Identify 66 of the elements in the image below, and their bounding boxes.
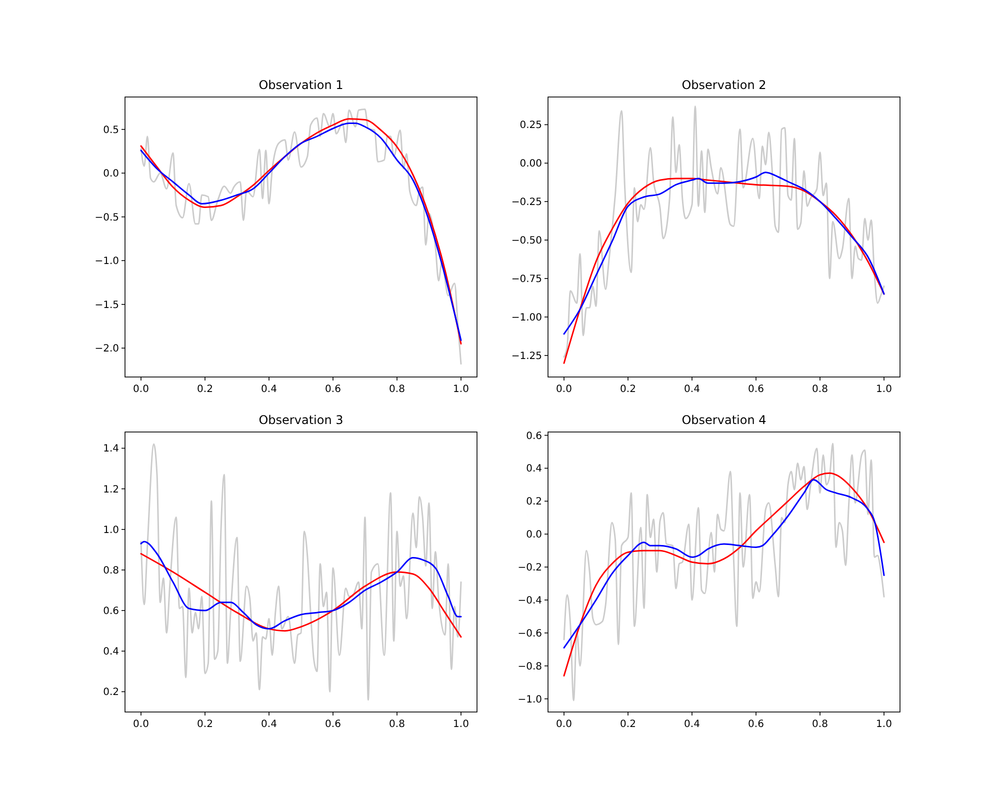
y-tick-label: −1.5 xyxy=(94,300,119,311)
chart-title: Observation 2 xyxy=(682,78,766,92)
x-tick-label: 0.8 xyxy=(812,384,828,395)
chart-title: Observation 1 xyxy=(258,78,344,92)
x-tick-label: 0.0 xyxy=(133,719,149,730)
x-tick-label: 0.4 xyxy=(261,719,277,730)
y-tick-label: −0.8 xyxy=(518,661,542,672)
y-tick-label: −1.00 xyxy=(511,312,542,324)
y-tick-label: 0.8 xyxy=(103,565,119,576)
chart-title: Observation 4 xyxy=(682,413,766,427)
line-series xyxy=(563,178,885,364)
y-tick-label: 1.2 xyxy=(103,484,119,496)
y-tick-label: 0.4 xyxy=(103,646,119,658)
x-tick-label: 0.2 xyxy=(197,384,213,395)
line-series xyxy=(140,552,462,638)
y-tick-label: 0.5 xyxy=(103,124,119,136)
line-series xyxy=(563,472,885,677)
y-tick-label: −0.4 xyxy=(518,596,542,606)
y-tick-label: −1.0 xyxy=(94,256,119,268)
y-tick-label: 0.6 xyxy=(103,606,119,618)
x-tick-label: 0.0 xyxy=(556,719,572,730)
y-tick-label: −0.50 xyxy=(511,236,542,247)
y-tick-label: 0.00 xyxy=(520,158,542,170)
y-tick-label: 1.0 xyxy=(103,524,119,536)
y-tick-label: 0.0 xyxy=(103,168,119,180)
x-tick-label: 0.4 xyxy=(684,384,700,395)
y-tick-label: 1.4 xyxy=(103,444,119,455)
x-tick-label: 0.8 xyxy=(812,719,828,730)
line-series xyxy=(140,540,462,630)
line-series xyxy=(140,443,462,701)
chart-title: Observation 3 xyxy=(258,413,344,427)
x-tick-label: 0.8 xyxy=(389,384,405,395)
x-tick-label: 0.6 xyxy=(325,384,341,395)
y-tick-label: 0.25 xyxy=(520,120,542,132)
y-tick-label: 0.6 xyxy=(526,430,542,442)
y-tick-label: −1.25 xyxy=(511,350,542,362)
x-tick-label: 1.0 xyxy=(876,384,892,395)
line-series xyxy=(563,105,885,358)
y-tick-label: −1.0 xyxy=(518,694,542,706)
x-tick-label: 0.8 xyxy=(389,719,405,730)
x-tick-label: 0.2 xyxy=(620,719,636,730)
x-tick-label: 0.6 xyxy=(325,719,341,730)
x-tick-label: 1.0 xyxy=(453,384,469,395)
x-tick-label: 0.0 xyxy=(556,384,572,395)
x-tick-label: 0.4 xyxy=(261,384,277,395)
y-tick-label: −0.5 xyxy=(94,212,119,224)
x-tick-label: 0.4 xyxy=(684,719,700,730)
y-tick-label: 0.4 xyxy=(526,464,542,475)
x-tick-label: 0.6 xyxy=(748,719,764,730)
x-tick-label: 1.0 xyxy=(453,719,469,730)
y-tick-label: −0.75 xyxy=(511,274,542,286)
line-series xyxy=(563,172,885,335)
x-tick-label: 0.2 xyxy=(620,384,636,395)
y-tick-label: −0.6 xyxy=(518,628,542,640)
y-tick-label: −0.2 xyxy=(518,562,542,574)
y-tick-label: 0.2 xyxy=(103,687,119,698)
y-tick-label: 0.0 xyxy=(526,530,542,541)
x-tick-label: 0.6 xyxy=(748,384,764,395)
y-tick-label: 0.2 xyxy=(526,496,542,508)
x-tick-label: 0.0 xyxy=(133,384,149,395)
line-series xyxy=(563,442,885,702)
x-tick-label: 0.2 xyxy=(197,719,213,730)
line-series xyxy=(563,479,885,649)
y-tick-label: −2.0 xyxy=(94,344,119,355)
y-tick-label: −0.25 xyxy=(511,197,542,208)
x-tick-label: 1.0 xyxy=(876,719,892,730)
